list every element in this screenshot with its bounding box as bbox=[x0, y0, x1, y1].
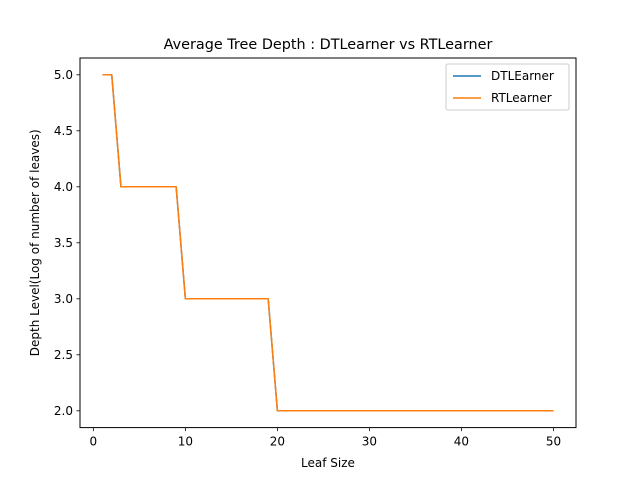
y-tick-label: 2.0 bbox=[54, 404, 73, 418]
y-tick-label: 4.0 bbox=[54, 180, 73, 194]
x-tick-label: 20 bbox=[270, 435, 285, 449]
y-axis-ticks: 2.0 2.5 3.0 3.5 4.0 4.5 5.0 bbox=[54, 68, 80, 418]
x-tick-label: 10 bbox=[178, 435, 193, 449]
x-tick-label: 50 bbox=[546, 435, 561, 449]
series-line-rtlearner bbox=[102, 74, 554, 412]
y-axis-label: Depth Level(Log of number of leaves) bbox=[28, 129, 42, 356]
series-layer bbox=[102, 74, 554, 412]
legend: DTLEarner RTLearner bbox=[445, 63, 570, 111]
x-axis-label: Leaf Size bbox=[301, 456, 355, 470]
y-tick-label: 4.5 bbox=[54, 124, 73, 138]
legend-label-rtlearner: RTLearner bbox=[491, 91, 552, 105]
x-tick-label: 30 bbox=[362, 435, 377, 449]
plot-area bbox=[80, 58, 576, 428]
x-tick-label: 40 bbox=[454, 435, 469, 449]
legend-label-dtlearner: DTLEarner bbox=[491, 69, 554, 83]
y-tick-label: 5.0 bbox=[54, 68, 73, 82]
y-tick-label: 2.5 bbox=[54, 348, 73, 362]
y-tick-label: 3.0 bbox=[54, 292, 73, 306]
x-axis-ticks: 0 10 20 30 40 50 bbox=[90, 427, 561, 449]
chart-title: Average Tree Depth : DTLearner vs RTLear… bbox=[164, 37, 493, 53]
y-tick-label: 3.5 bbox=[54, 236, 73, 250]
x-tick-label: 0 bbox=[90, 435, 98, 449]
plot-frame bbox=[79, 57, 577, 429]
